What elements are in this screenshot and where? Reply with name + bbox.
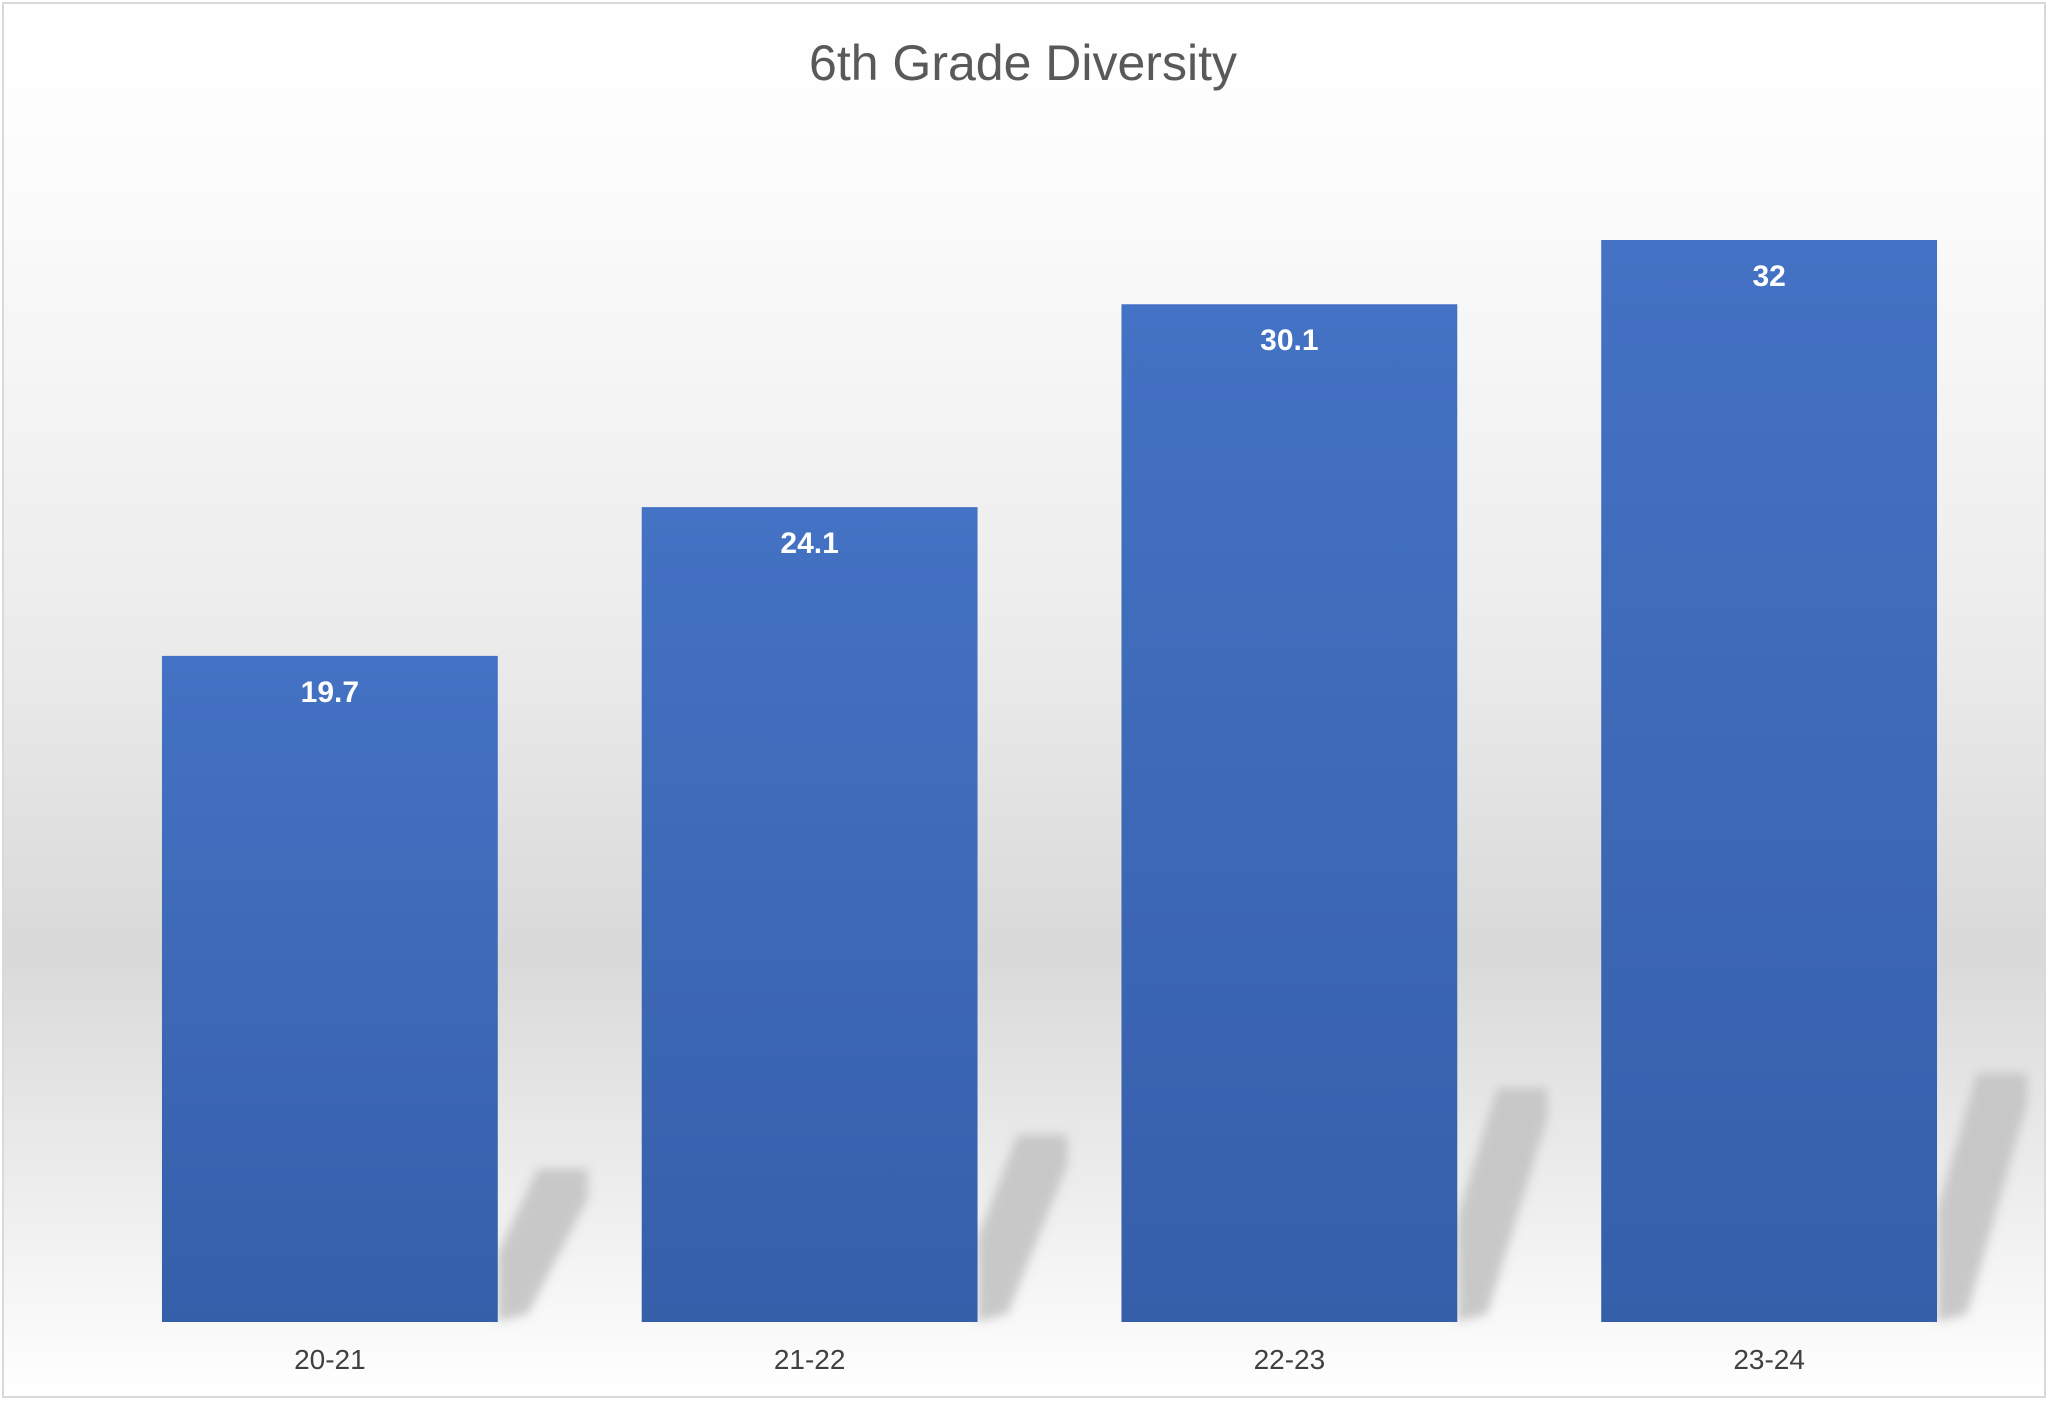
bar-22-23 bbox=[1121, 304, 1458, 1322]
bars bbox=[161, 240, 1938, 1322]
bar-21-22 bbox=[641, 507, 978, 1322]
bar-shadows bbox=[497, 1073, 2028, 1322]
data-label: 19.7 bbox=[301, 676, 359, 709]
x-axis-tick-labels: 20-21 21-22 22-23 23-24 bbox=[294, 1344, 1805, 1375]
bar-shadow bbox=[497, 1168, 588, 1322]
bar-23-24 bbox=[1601, 240, 1938, 1322]
bar-shadow bbox=[977, 1134, 1068, 1322]
data-label: 30.1 bbox=[1260, 324, 1318, 357]
bar-shadow bbox=[1937, 1073, 2028, 1322]
bar-shadow bbox=[1457, 1087, 1548, 1322]
x-tick-label: 23-24 bbox=[1733, 1344, 1805, 1375]
x-tick-label: 20-21 bbox=[294, 1344, 366, 1375]
x-tick-label: 21-22 bbox=[774, 1344, 846, 1375]
data-labels: 19.7 24.1 30.1 32 bbox=[301, 260, 1786, 709]
data-label: 32 bbox=[1752, 260, 1785, 293]
data-label: 24.1 bbox=[780, 527, 838, 560]
bar-20-21 bbox=[161, 655, 498, 1322]
chart-title: 6th Grade Diversity bbox=[809, 35, 1237, 91]
x-tick-label: 22-23 bbox=[1254, 1344, 1326, 1375]
